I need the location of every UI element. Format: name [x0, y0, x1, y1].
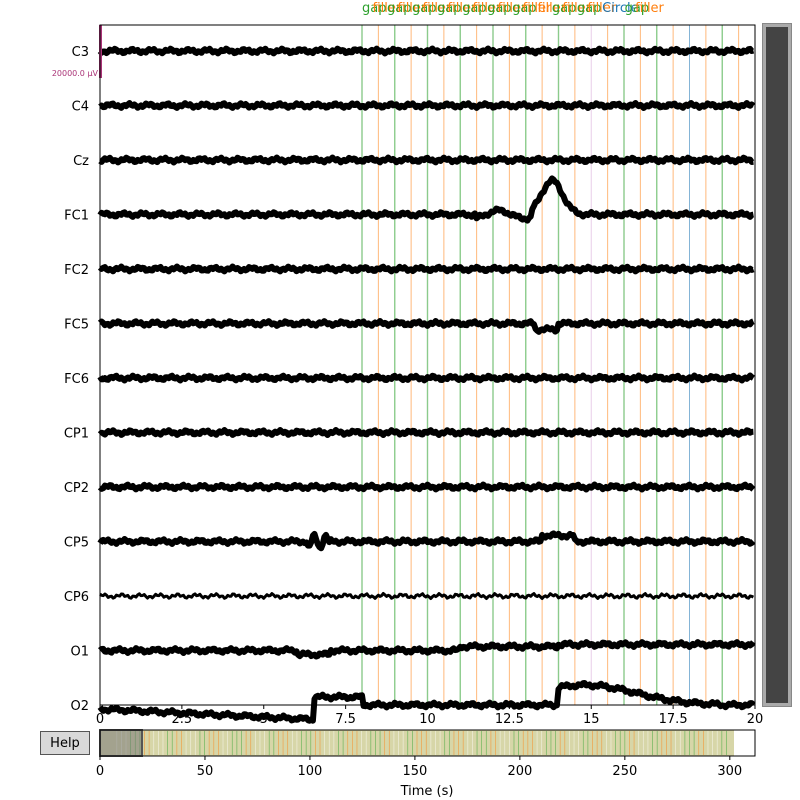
annotation-label: gap — [362, 1, 386, 16]
annotation-label: gap — [512, 1, 536, 16]
overview-tick-label: 250 — [612, 764, 637, 779]
x-tick-label: 7.5 — [335, 712, 356, 727]
eeg-trace — [97, 372, 755, 384]
channel-row — [99, 592, 755, 600]
overview-window[interactable] — [99, 729, 143, 757]
time-axis: 0 2.5 5 7.5 10 12.5 15 17.5 20 — [96, 705, 763, 727]
annotation-label: filler — [372, 1, 401, 16]
channel-label[interactable]: FC1 — [64, 209, 89, 224]
annotation-label: gap — [437, 1, 461, 16]
channel-row — [97, 530, 756, 552]
annotation-label: filler — [423, 1, 452, 16]
channel-scrollbar-thumb[interactable] — [766, 27, 788, 703]
eeg-trace — [97, 427, 755, 438]
annotation-label: filler — [498, 1, 527, 16]
overview-tick-label: 100 — [298, 764, 323, 779]
channel-row — [97, 427, 755, 438]
channel-label[interactable]: C3 — [72, 45, 89, 60]
eeg-traces — [97, 45, 756, 724]
channel-row — [98, 100, 756, 111]
x-tick-label: 10 — [419, 712, 436, 727]
channel-scrollbar[interactable] — [762, 23, 792, 707]
annotation-label: gap — [387, 1, 411, 16]
eeg-trace — [97, 45, 755, 57]
overview-tick-label: 50 — [197, 764, 214, 779]
eeg-trace — [99, 592, 755, 600]
annotation-labels: gapfillergapfillergapfillergapfillergapf… — [362, 1, 665, 16]
channel-label[interactable]: FC6 — [64, 372, 89, 387]
annotation-label: filler — [635, 1, 664, 16]
eeg-trace — [97, 680, 756, 724]
channel-label[interactable]: O2 — [70, 699, 89, 714]
annotation-label: gap — [552, 1, 576, 16]
x-tick-label: 5 — [260, 712, 268, 727]
channel-label[interactable]: CP5 — [64, 536, 89, 551]
annotation-label: gap — [462, 1, 486, 16]
annotation-label: filler — [562, 1, 591, 16]
channel-row — [98, 154, 755, 166]
annotation-label: gap — [487, 1, 511, 16]
channel-row — [97, 45, 755, 57]
channel-label[interactable]: FC5 — [64, 318, 89, 333]
scale-label: 20000.0 µV — [52, 69, 99, 78]
overview-tick-label: 200 — [507, 764, 532, 779]
eeg-trace — [97, 481, 756, 493]
channel-label[interactable]: FC2 — [64, 263, 89, 278]
overview-tick-label: 0 — [96, 764, 104, 779]
overview-frame[interactable] — [99, 729, 756, 757]
channel-label[interactable]: Cz — [73, 154, 89, 169]
channel-label[interactable]: C4 — [72, 100, 89, 115]
channel-row — [97, 372, 755, 384]
annotation-label: gap — [577, 1, 601, 16]
annotation-spans[interactable] — [361, 25, 740, 705]
x-tick-label: 17.5 — [659, 712, 688, 727]
eeg-trace — [98, 154, 755, 166]
annotation-label: filler — [523, 1, 552, 16]
annotation-label: filler — [537, 1, 566, 16]
overview-annotation-marks — [116, 731, 727, 755]
eeg-trace — [97, 530, 756, 552]
x-tick-label: 20 — [747, 712, 764, 727]
channel-row — [98, 639, 756, 660]
eeg-trace — [97, 318, 755, 335]
overview-tick-label: 150 — [402, 764, 427, 779]
channel-labels[interactable]: C3 C4 Cz FC1 FC2 FC5 FC6 CP1 CP2 CP5 CP6 O1 O2 — [64, 45, 89, 714]
eeg-trace — [97, 263, 755, 275]
help-button[interactable]: Help — [40, 731, 90, 755]
annotation-label: filler — [398, 1, 427, 16]
eeg-trace — [98, 100, 756, 111]
channel-row — [97, 263, 755, 275]
annotation-label: filler — [587, 1, 616, 16]
x-tick-label: 0 — [96, 712, 104, 727]
channel-label[interactable]: CP1 — [64, 427, 89, 442]
annotation-label: gap — [412, 1, 436, 16]
channel-label[interactable]: O1 — [70, 645, 89, 660]
x-tick-label: 15 — [583, 712, 600, 727]
annotation-label: gap — [625, 1, 649, 16]
channel-row — [97, 318, 755, 335]
x-tick-label: 2.5 — [172, 712, 193, 727]
channel-label[interactable]: CP2 — [64, 481, 89, 496]
annotation-label: filler — [473, 1, 502, 16]
overview-axis: 0 50 100 150 200 250 300 — [96, 756, 742, 779]
overview-axis-label: Time (s) — [400, 784, 454, 799]
x-tick-label: 12.5 — [495, 712, 524, 727]
channel-row — [97, 175, 755, 224]
eeg-trace — [98, 639, 756, 660]
overview-tick-label: 300 — [717, 764, 742, 779]
annotation-label: filler — [448, 1, 477, 16]
channel-row — [97, 481, 756, 493]
annotation-label: Circle — [602, 1, 639, 16]
eeg-trace — [97, 175, 755, 224]
channel-label[interactable]: CP6 — [64, 590, 89, 605]
channel-row — [97, 680, 756, 724]
